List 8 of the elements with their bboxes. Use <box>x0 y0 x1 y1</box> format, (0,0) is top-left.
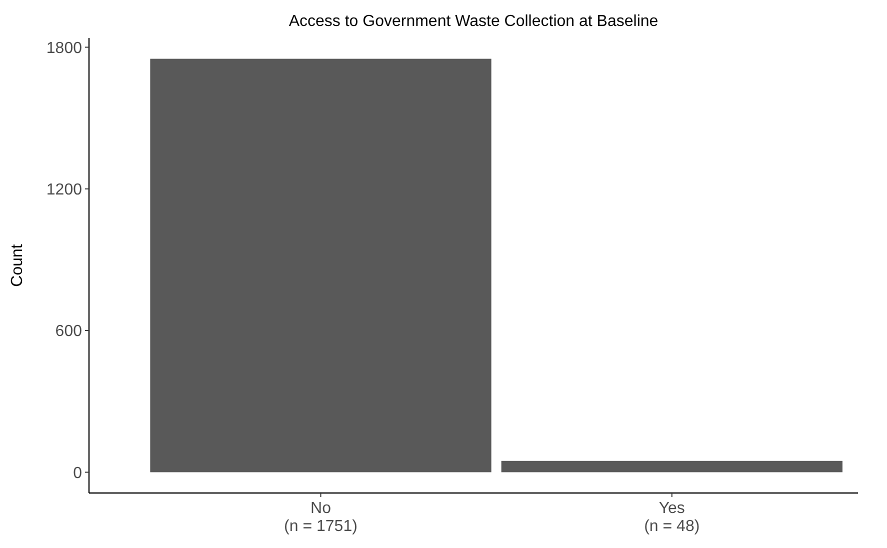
y-tick-label: 1200 <box>46 181 82 198</box>
y-tick-label: 1800 <box>46 40 82 57</box>
x-tick-label: Yes (n = 48) <box>644 500 700 535</box>
chart-title: Access to Government Waste Collection at Baseline <box>288 13 658 30</box>
y-tick-label: 600 <box>55 323 82 340</box>
x-tick-label: No (n = 1751) <box>284 500 358 535</box>
y-axis-title: Count <box>9 244 26 287</box>
y-tick-label: 0 <box>73 464 82 482</box>
